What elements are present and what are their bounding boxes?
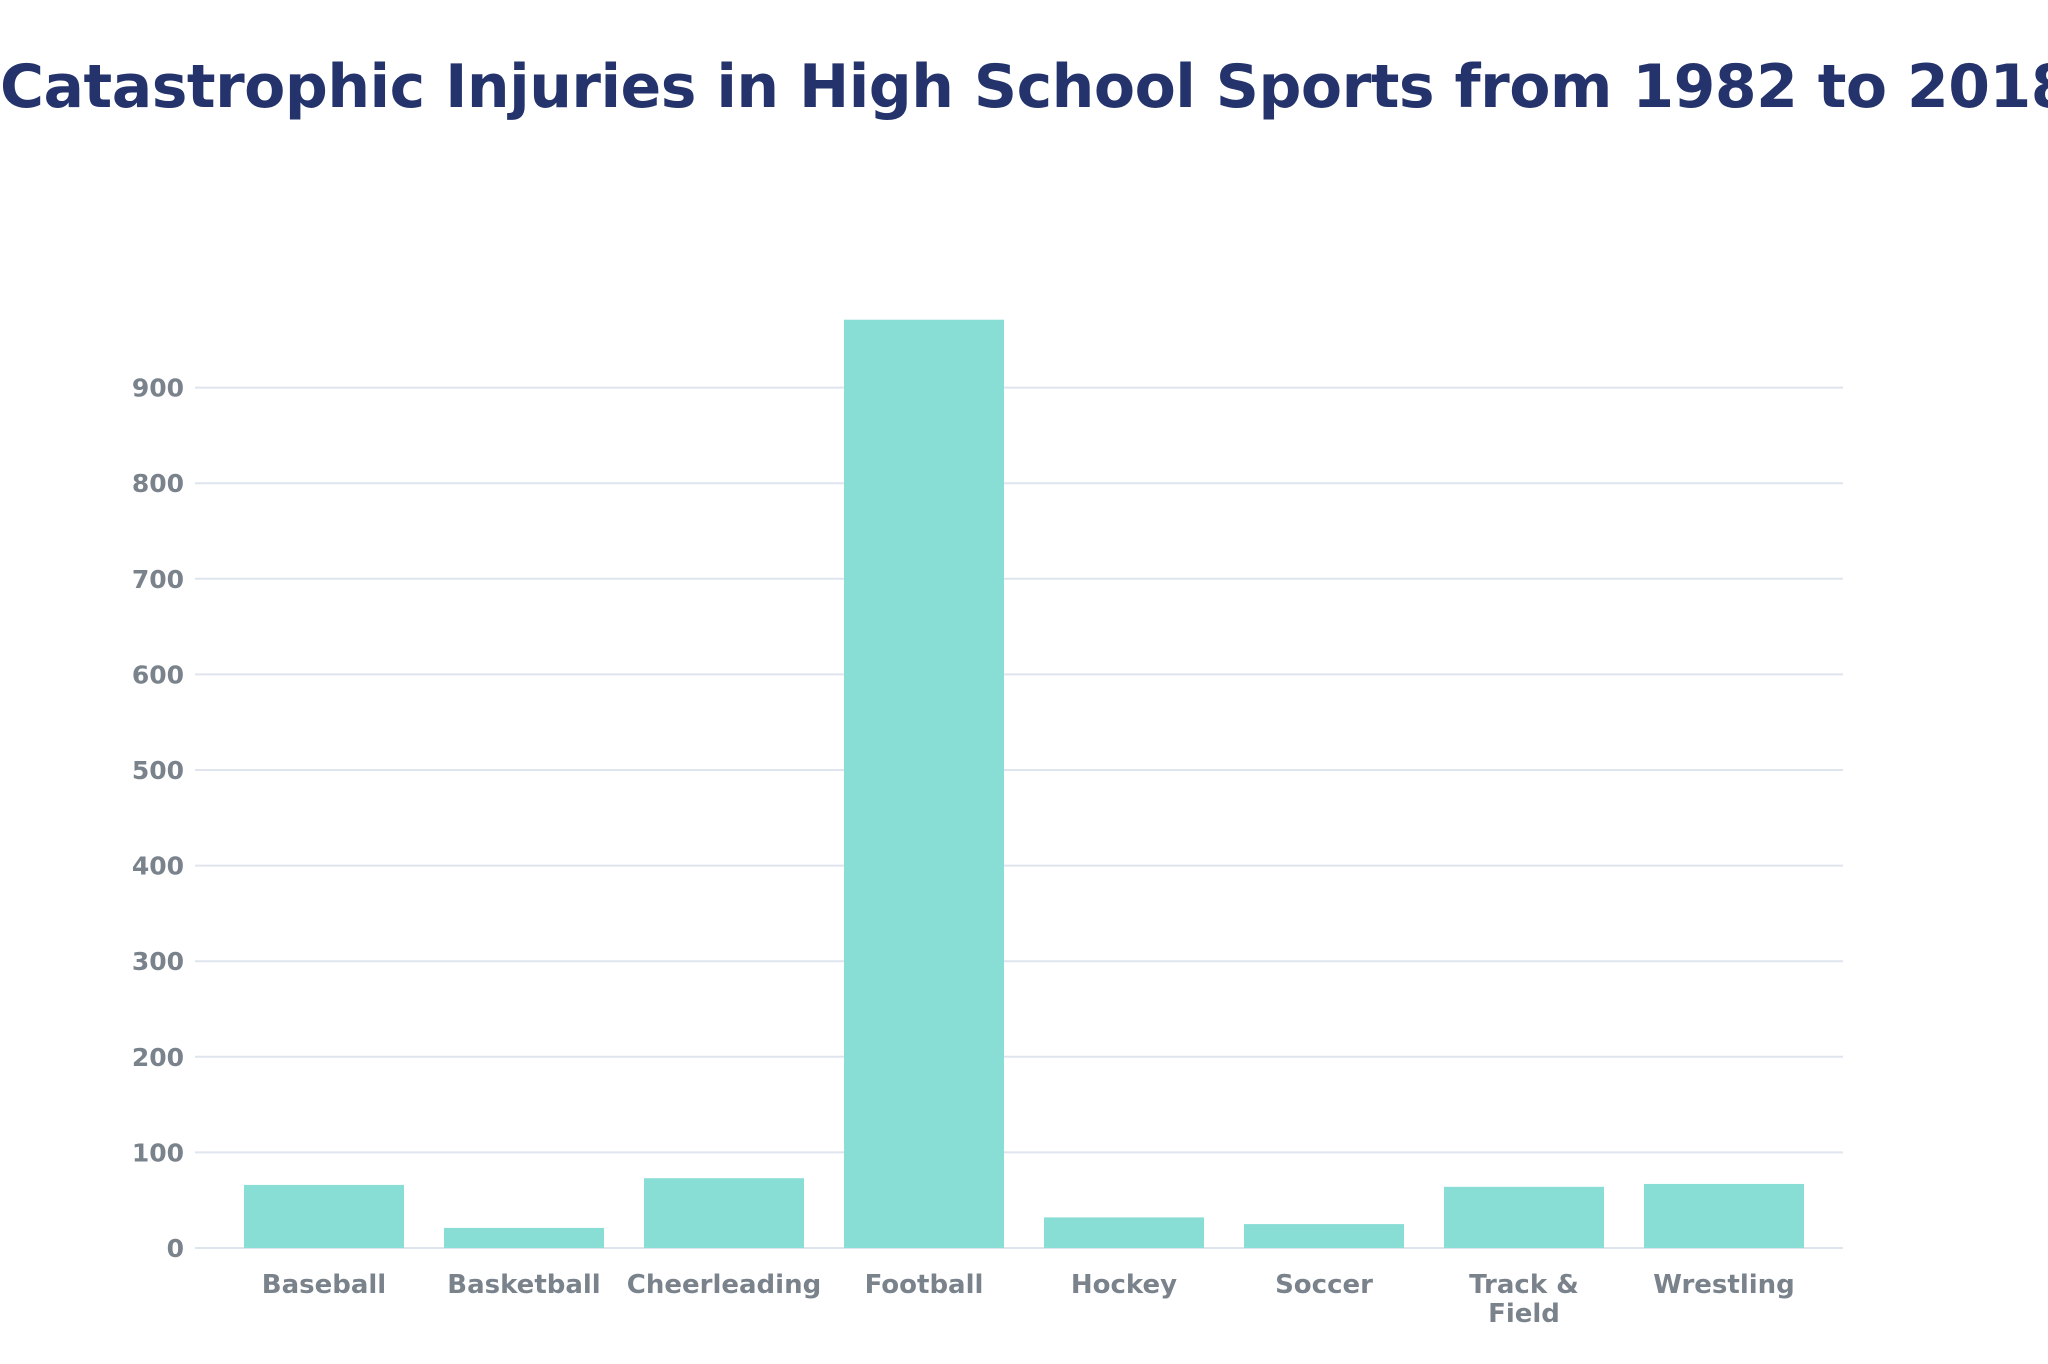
y-tick-label: 900: [132, 374, 184, 403]
bar-soccer: [1244, 1224, 1404, 1248]
x-category-label: Football: [865, 1270, 984, 1300]
bar-basketball: [444, 1227, 604, 1248]
x-category-label: Baseball: [262, 1270, 386, 1300]
x-category-label: Soccer: [1275, 1270, 1373, 1300]
bar-hockey: [1044, 1217, 1204, 1248]
y-tick-label: 300: [132, 947, 184, 976]
gridlines: [195, 386, 1843, 1249]
bar-football: [844, 319, 1004, 1248]
y-tick-label: 100: [132, 1138, 184, 1167]
bar-baseball: [244, 1184, 404, 1248]
bar-cheerleading: [644, 1178, 804, 1248]
x-axis-labels: Baseball Basketball Cheerleading Football Ho…: [262, 1270, 1795, 1329]
x-category-label: Cheerleading: [627, 1270, 821, 1300]
bar-wrestling: [1644, 1183, 1804, 1248]
y-tick-label: 500: [132, 756, 184, 785]
x-category-label: Track & Field: [1469, 1270, 1579, 1329]
y-tick-label: 0: [167, 1234, 184, 1263]
bar-track-field: [1444, 1186, 1604, 1248]
x-category-label: Hockey: [1071, 1270, 1177, 1300]
y-tick-label: 600: [132, 660, 184, 689]
y-tick-label: 200: [132, 1043, 184, 1072]
y-tick-label: 800: [132, 469, 184, 498]
y-tick-label: 700: [132, 565, 184, 594]
chart-title: Catastrophic Injuries in High School Spo…: [0, 52, 2048, 122]
y-axis-ticks: 0 100 200 300 400 500 600 700 800 900: [132, 374, 184, 1263]
bars: [244, 319, 1804, 1248]
y-tick-label: 400: [132, 852, 184, 881]
x-category-label: Wrestling: [1653, 1270, 1795, 1300]
x-category-label: Basketball: [447, 1270, 600, 1300]
